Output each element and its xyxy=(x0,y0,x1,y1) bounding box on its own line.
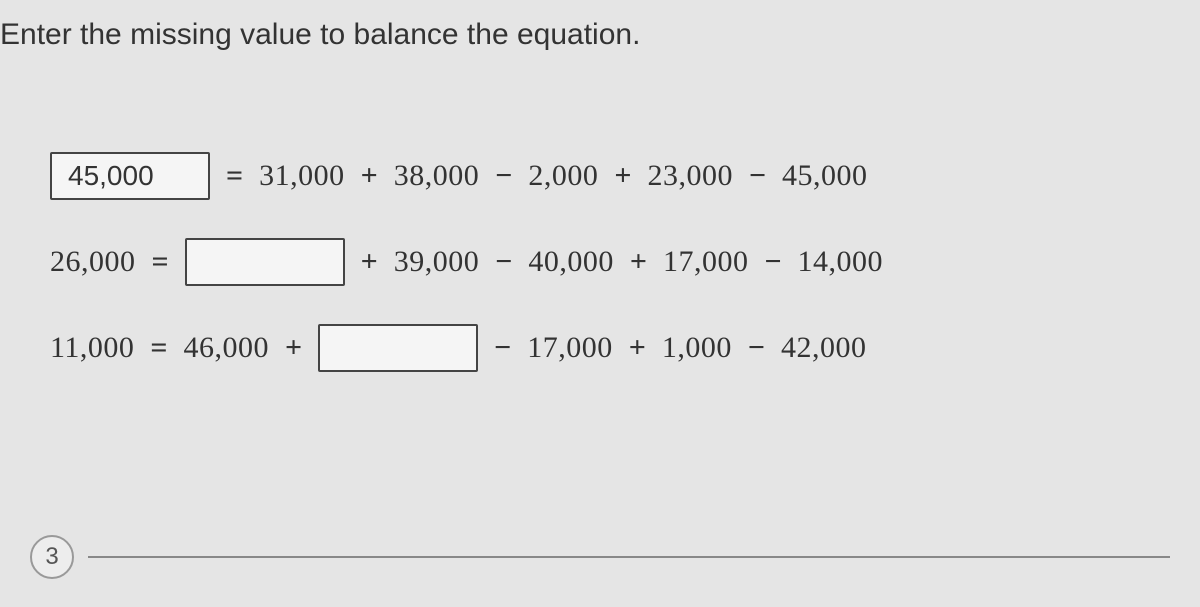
operator: − xyxy=(749,159,766,193)
equals-sign: = xyxy=(152,245,169,279)
equations-container: 45,000 = 31,000 + 38,000 − 2,000 + 23,00… xyxy=(0,152,1200,372)
footer-divider xyxy=(88,556,1170,558)
term: 42,000 xyxy=(781,331,867,365)
term: 2,000 xyxy=(528,159,598,193)
term: 26,000 xyxy=(50,245,136,279)
operator: − xyxy=(748,331,765,365)
operator: + xyxy=(630,245,647,279)
term: 40,000 xyxy=(528,245,614,279)
operator: + xyxy=(361,245,378,279)
operator: − xyxy=(494,331,511,365)
answer-input-2[interactable] xyxy=(185,238,345,286)
operator: + xyxy=(361,159,378,193)
term: 11,000 xyxy=(50,331,134,365)
equation-row-2: 26,000 = + 39,000 − 40,000 + 17,000 − 14… xyxy=(50,238,1200,286)
equation-row-1: 45,000 = 31,000 + 38,000 − 2,000 + 23,00… xyxy=(50,152,1200,200)
term: 45,000 xyxy=(782,159,868,193)
term: 39,000 xyxy=(394,245,480,279)
page-footer: 3 xyxy=(30,535,1170,579)
term: 17,000 xyxy=(663,245,749,279)
operator: − xyxy=(495,159,512,193)
term: 31,000 xyxy=(259,159,345,193)
operator: − xyxy=(495,245,512,279)
page-number-badge: 3 xyxy=(30,535,74,579)
operator: + xyxy=(629,331,646,365)
operator: + xyxy=(614,159,631,193)
operator: + xyxy=(285,331,302,365)
instruction-text: Enter the missing value to balance the e… xyxy=(0,18,1200,52)
operator: − xyxy=(764,245,781,279)
answer-input-1[interactable]: 45,000 xyxy=(50,152,210,200)
term: 38,000 xyxy=(394,159,480,193)
equals-sign: = xyxy=(150,331,167,365)
term: 17,000 xyxy=(527,331,613,365)
term: 14,000 xyxy=(798,245,884,279)
equals-sign: = xyxy=(226,159,243,193)
answer-input-3[interactable] xyxy=(318,324,478,372)
term: 1,000 xyxy=(662,331,732,365)
term: 23,000 xyxy=(647,159,733,193)
equation-row-3: 11,000 = 46,000 + − 17,000 + 1,000 − 42,… xyxy=(50,324,1200,372)
term: 46,000 xyxy=(184,331,270,365)
